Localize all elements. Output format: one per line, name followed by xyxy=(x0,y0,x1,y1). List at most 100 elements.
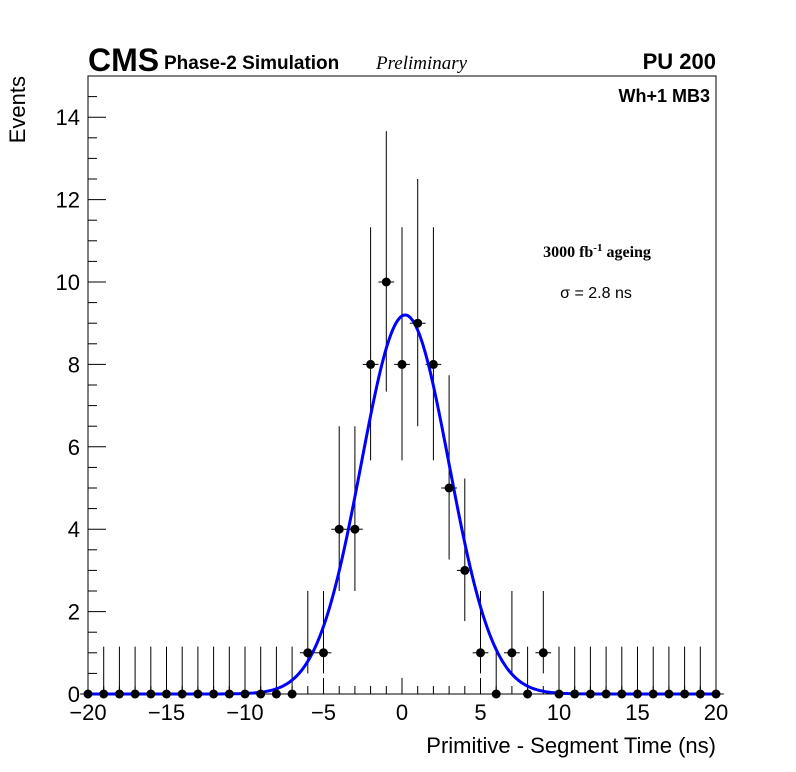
data-point xyxy=(177,689,187,699)
data-point-group xyxy=(111,646,128,695)
data-point xyxy=(256,689,266,699)
data-point xyxy=(538,648,548,658)
data-point-group xyxy=(158,646,175,695)
y-axis-title: Events xyxy=(5,76,30,143)
data-point xyxy=(695,689,705,699)
data-point-group xyxy=(80,646,96,695)
x-tick-label: 5 xyxy=(474,700,486,725)
data-point-group xyxy=(142,646,159,695)
x-tick-label: 15 xyxy=(625,700,649,725)
error-bars xyxy=(80,131,724,695)
data-point xyxy=(99,689,109,699)
data-point-group xyxy=(284,646,300,695)
data-point-group xyxy=(237,646,253,695)
data-point xyxy=(271,689,281,699)
x-tick-label: 10 xyxy=(547,700,571,725)
data-point xyxy=(287,689,297,699)
pileup-label: PU 200 xyxy=(643,49,716,74)
data-point xyxy=(193,689,203,699)
data-point xyxy=(491,689,501,699)
x-tick-label: 20 xyxy=(704,700,728,725)
data-point-group xyxy=(221,646,238,695)
data-point xyxy=(570,689,580,699)
y-tick-label: 2 xyxy=(68,600,80,625)
data-point-group xyxy=(394,227,410,461)
data-point xyxy=(711,689,721,699)
ageing-label: 3000 fb-1 ageing xyxy=(543,242,651,261)
data-point xyxy=(303,648,313,658)
data-point xyxy=(130,689,140,699)
x-tick-label: −10 xyxy=(226,700,263,725)
y-tick-label: 6 xyxy=(68,435,80,460)
chamber-label: Wh+1 MB3 xyxy=(618,86,710,106)
data-point-group xyxy=(645,646,662,695)
data-point-group xyxy=(488,646,505,695)
data-point-group xyxy=(598,646,614,695)
y-tick-label: 8 xyxy=(68,352,80,377)
data-point-group xyxy=(127,646,143,695)
data-point-group xyxy=(676,646,693,695)
data-point xyxy=(334,524,344,534)
data-point xyxy=(648,689,658,699)
x-tick-label: −20 xyxy=(69,700,106,725)
data-point xyxy=(444,483,454,493)
y-tick-label: 0 xyxy=(68,682,80,707)
data-point xyxy=(350,524,360,534)
data-point xyxy=(381,277,391,287)
data-point xyxy=(680,689,690,699)
data-point xyxy=(476,648,485,658)
data-point xyxy=(366,359,376,369)
data-point xyxy=(585,689,595,699)
subtitle-label: Phase-2 Simulation xyxy=(164,53,339,74)
fit-curve-group xyxy=(88,313,716,696)
data-point-group xyxy=(629,646,646,695)
data-point xyxy=(397,359,407,369)
data-point-group xyxy=(692,646,709,695)
data-point xyxy=(428,359,438,369)
data-point xyxy=(617,689,627,699)
y-tick-label: 10 xyxy=(56,270,80,295)
data-point-group xyxy=(362,227,379,461)
data-point-group xyxy=(582,646,599,695)
fit-curve xyxy=(88,313,716,696)
data-point xyxy=(114,689,124,699)
data-point xyxy=(523,689,533,699)
data-point xyxy=(507,648,517,658)
data-point-group xyxy=(190,646,206,695)
data-point-group xyxy=(95,646,112,695)
data-point-group xyxy=(409,179,426,427)
data-point-group xyxy=(566,646,583,695)
data-point-group xyxy=(708,646,724,695)
data-point xyxy=(146,689,156,699)
x-axis-title: Primitive - Segment Time (ns) xyxy=(426,733,716,758)
data-point-group xyxy=(535,591,552,674)
data-point xyxy=(633,689,642,699)
y-tick-label: 14 xyxy=(56,105,80,130)
x-tick-label: −5 xyxy=(311,700,336,725)
data-point-group xyxy=(661,646,677,695)
data-point xyxy=(240,689,250,699)
data-point xyxy=(83,689,93,699)
data-point-group xyxy=(347,426,363,591)
data-point-group xyxy=(425,227,442,461)
status-label: Preliminary xyxy=(375,53,468,74)
data-point xyxy=(162,689,171,699)
x-tick-label: 0 xyxy=(396,700,408,725)
data-point xyxy=(224,689,234,699)
data-point-group xyxy=(205,646,222,695)
data-point xyxy=(209,689,219,699)
data-point xyxy=(554,689,564,699)
data-points xyxy=(83,277,721,699)
data-point-group xyxy=(315,591,332,674)
axis-tick-labels: −20 −15 −10 −5 0 5 10 15 20 0 2 4 6 8 10 12 14 xyxy=(56,105,729,725)
data-point xyxy=(460,565,470,575)
data-point xyxy=(319,648,328,658)
data-point xyxy=(601,689,611,699)
data-point-group xyxy=(252,646,269,695)
y-tick-label: 4 xyxy=(68,517,80,542)
x-tick-label: −15 xyxy=(148,700,185,725)
data-point-group xyxy=(174,646,191,695)
data-point-group xyxy=(613,646,630,695)
data-point-group xyxy=(551,646,567,695)
